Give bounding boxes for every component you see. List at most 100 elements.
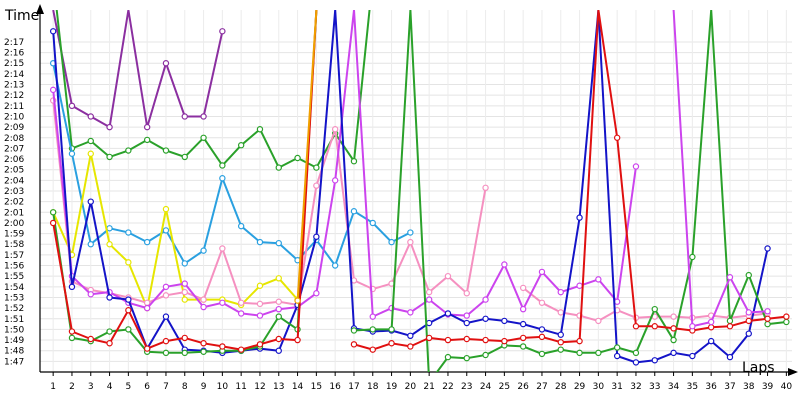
y-tick-label: 2:16: [4, 49, 24, 59]
data-point: [576, 349, 583, 357]
x-tick-label: 11: [235, 382, 246, 392]
data-point: [764, 245, 771, 252]
data-point: [444, 310, 452, 317]
data-point: [106, 153, 113, 161]
data-point: [49, 86, 57, 94]
data-point: [369, 346, 376, 353]
x-tick-label: 31: [611, 382, 622, 392]
y-tick-label: 1:48: [4, 347, 24, 357]
x-axis-title: Laps: [742, 360, 775, 376]
data-point: [689, 352, 696, 360]
data-point: [237, 310, 245, 317]
x-axis-arrow: [788, 368, 798, 376]
data-point: [557, 288, 564, 296]
x-tick-label: 30: [593, 382, 605, 392]
y-tick-label: 2:06: [4, 155, 24, 165]
axes: [36, 4, 798, 376]
x-tick-label: 27: [536, 382, 547, 392]
data-point: [87, 198, 94, 205]
data-point: [87, 291, 94, 298]
data-point: [256, 300, 264, 308]
data-point: [388, 340, 395, 347]
x-tick-label: 16: [329, 382, 341, 392]
x-tick-label: 19: [386, 382, 398, 392]
x-tick-label: 8: [182, 382, 188, 392]
series-line: [296, 10, 318, 301]
x-tick-label: 2: [69, 382, 75, 392]
data-point: [313, 164, 320, 171]
data-point: [783, 313, 790, 320]
series-line: [52, 152, 299, 310]
data-point: [200, 348, 207, 355]
data-point: [745, 309, 752, 316]
data-point: [425, 296, 433, 303]
x-tick-label: 21: [423, 382, 434, 392]
x-tick-label: 25: [499, 382, 510, 392]
data-point: [557, 309, 564, 316]
data-point: [275, 298, 282, 305]
y-tick-label: 1:50: [4, 325, 24, 335]
data-point: [613, 344, 621, 351]
data-point: [651, 323, 658, 330]
data-point: [275, 239, 282, 247]
data-point: [125, 307, 132, 314]
data-point: [425, 334, 433, 342]
data-point: [87, 241, 94, 248]
data-point: [783, 318, 790, 326]
data-point: [463, 319, 470, 327]
data-point: [670, 313, 677, 320]
data-point: [689, 323, 696, 330]
data-point: [256, 282, 264, 289]
data-point: [87, 137, 94, 145]
data-point: [670, 349, 677, 357]
y-tick-label: 1:56: [4, 262, 24, 272]
y-axis-title: Time: [4, 8, 39, 24]
data-point: [670, 336, 677, 344]
y-tick-label: 2:08: [4, 134, 24, 144]
data-point: [181, 153, 188, 161]
data-point: [407, 309, 414, 316]
data-point: [595, 349, 602, 357]
data-point: [369, 326, 376, 333]
data-point: [275, 313, 282, 320]
x-tick-label: 22: [442, 382, 453, 392]
data-point: [407, 229, 414, 236]
data-point: [49, 219, 57, 227]
y-tick-label: 1:52: [4, 304, 24, 314]
data-point: [237, 222, 245, 230]
data-point: [275, 305, 282, 313]
y-tick-label: 2:07: [4, 144, 24, 154]
x-tick-label: 40: [781, 382, 793, 392]
y-tick-label: 2:03: [4, 187, 24, 197]
data-point: [181, 334, 188, 342]
data-point: [87, 113, 94, 120]
y-tick-label: 1:54: [4, 283, 24, 293]
data-point: [49, 28, 57, 35]
data-point: [219, 245, 226, 252]
data-point: [162, 205, 170, 213]
series-2: [55, 10, 371, 171]
data-point: [482, 184, 489, 192]
data-point: [275, 164, 282, 171]
data-point: [125, 147, 132, 154]
data-point: [275, 275, 282, 282]
series-3: [49, 60, 414, 269]
x-tick-label: 36: [705, 382, 717, 392]
data-point: [143, 123, 151, 131]
data-point: [407, 238, 414, 246]
x-tick-label: 29: [574, 382, 586, 392]
data-point: [576, 282, 583, 289]
data-point: [200, 247, 207, 254]
data-point: [162, 60, 170, 67]
data-point: [576, 214, 583, 221]
x-tick-label: 12: [254, 382, 265, 392]
data-point: [444, 272, 452, 280]
data-point: [350, 341, 358, 348]
series-10: [294, 10, 318, 304]
y-tick-label: 2:05: [4, 166, 24, 176]
data-point: [87, 150, 94, 157]
series-lines: [49, 10, 790, 372]
y-tick-label: 2:11: [4, 102, 24, 112]
data-point: [632, 359, 640, 366]
data-point: [181, 296, 188, 303]
